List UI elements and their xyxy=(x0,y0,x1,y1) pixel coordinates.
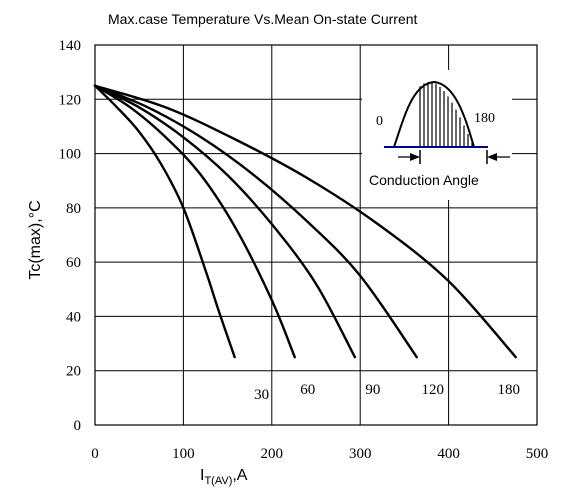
y-tick-label-6: 120 xyxy=(59,92,82,108)
series-curve-90 xyxy=(93,84,357,359)
series-label-60: 60 xyxy=(300,382,315,398)
y-tick-label-7: 140 xyxy=(59,38,82,54)
conduction-angle-inset: 0 180 Conduction Angle xyxy=(362,70,512,200)
series-curve-180 xyxy=(93,84,517,359)
inset-hatching xyxy=(419,82,473,147)
y-tick-label-0: 0 xyxy=(74,418,82,434)
x-tick-label-0: 0 xyxy=(91,446,99,462)
x-tick-label-4: 400 xyxy=(437,446,460,462)
series-curve-60 xyxy=(93,84,296,359)
x-tick-label-5: 500 xyxy=(526,446,549,462)
x-tick-labels: 0 100 200 300 400 500 xyxy=(91,446,548,462)
y-tick-label-2: 40 xyxy=(66,309,81,325)
inset-right-arrowhead xyxy=(487,153,497,161)
inset-caption: Conduction Angle xyxy=(369,172,479,188)
x-axis-label-tail: ,A xyxy=(232,467,247,484)
y-tick-label-5: 100 xyxy=(59,147,82,163)
x-tick-label-1: 100 xyxy=(172,446,195,462)
inset-waveform xyxy=(393,80,475,148)
y-axis-label: Tc(max),°C xyxy=(27,200,44,279)
series-labels: 30 60 90 120 180 xyxy=(254,382,520,403)
series-label-180: 180 xyxy=(498,382,521,398)
x-tick-label-2: 200 xyxy=(261,446,284,462)
inset-label-start: 0 xyxy=(376,114,383,129)
series-curves xyxy=(93,84,517,359)
x-tick-label-3: 300 xyxy=(349,446,372,462)
series-label-30: 30 xyxy=(254,387,269,403)
inset-left-arrowhead xyxy=(410,153,420,161)
x-axis-label-main: I xyxy=(200,467,204,484)
series-label-90: 90 xyxy=(365,382,380,398)
y-tick-label-4: 80 xyxy=(66,201,81,217)
inset-background xyxy=(362,70,512,200)
x-axis-label-sub: T(AV) xyxy=(204,475,232,487)
chart-title: Max.case Temperature Vs.Mean On-state Cu… xyxy=(108,11,418,27)
y-tick-labels: 0 20 40 60 80 100 120 140 xyxy=(59,38,82,434)
series-curve-120 xyxy=(93,84,418,359)
plot-frame xyxy=(94,44,538,426)
inset-label-end: 180 xyxy=(474,111,495,126)
x-axis-label: IT(AV),A xyxy=(200,467,248,487)
y-tick-label-1: 20 xyxy=(66,364,81,380)
series-label-120: 120 xyxy=(422,382,445,398)
series-curve-30 xyxy=(93,84,236,359)
y-tick-label-3: 60 xyxy=(66,255,81,271)
